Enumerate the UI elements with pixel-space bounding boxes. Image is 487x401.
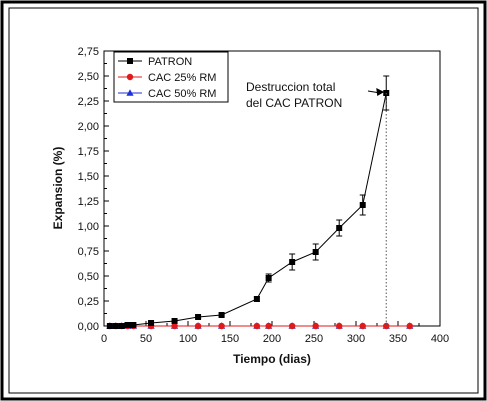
data-point [253, 296, 260, 302]
y-tick-label: 1,50 [78, 171, 99, 183]
legend-items: PATRON CAC 25% RM CAC 50% RM [118, 56, 216, 100]
data-point [406, 322, 413, 330]
annotation-text: del CAC PATRON [246, 96, 342, 110]
x-tick-label: 100 [179, 333, 197, 345]
y-tick-label: 0,75 [78, 246, 99, 258]
data-point [218, 322, 225, 330]
data-point [253, 322, 261, 330]
legend-item: PATRON [118, 56, 192, 68]
series-patron [106, 75, 390, 329]
data-point [359, 202, 366, 208]
legend-label: CAC 50% RM [148, 88, 216, 100]
y-tick-label: 0,00 [78, 321, 99, 333]
legend-marker [127, 58, 133, 64]
annotation-arrowhead [376, 88, 385, 96]
y-tick-label: 1,00 [78, 221, 99, 233]
data-point [118, 323, 125, 329]
data-point [383, 322, 390, 330]
data-point [336, 225, 343, 231]
x-tick-label: 300 [347, 333, 365, 345]
y-tick-label: 1,75 [78, 146, 99, 158]
y-tick-label: 2,25 [78, 96, 99, 108]
x-tick-label: 400 [431, 333, 449, 345]
data-point [112, 323, 119, 329]
data-point [359, 322, 366, 330]
y-tick-label: 0,25 [78, 296, 99, 308]
y-tick-label: 1,25 [78, 196, 99, 208]
data-point [265, 275, 272, 281]
y-tick-label: 2,00 [78, 121, 99, 133]
data-point [171, 318, 178, 324]
data-point [124, 322, 131, 328]
data-point [312, 322, 319, 330]
legend: PATRON CAC 25% RM CAC 50% RM [113, 51, 229, 103]
x-axis-title: Tiempo (dias) [233, 352, 311, 366]
y-tick-label: 0,50 [78, 271, 99, 283]
legend-marker [126, 89, 134, 96]
legend-label: CAC 25% RM [148, 72, 216, 84]
legend-item: CAC 25% RM [118, 72, 216, 84]
y-tick-label: 2,50 [78, 71, 99, 83]
data-point [336, 322, 343, 330]
x-axis: 0 50 100 150 200 250 300 350 400 [101, 321, 449, 345]
data-point [288, 322, 296, 330]
legend-marker [126, 73, 134, 81]
data-point [106, 323, 113, 329]
legend-label: PATRON [148, 56, 192, 68]
data-point [130, 322, 137, 328]
data-point [148, 320, 155, 326]
x-tick-label: 350 [389, 333, 407, 345]
x-tick-label: 200 [263, 333, 281, 345]
x-tick-label: 50 [140, 333, 152, 345]
data-point [265, 322, 272, 330]
annotation-text: Destruccion total [246, 80, 335, 94]
y-axis-title: Expansion (%) [51, 147, 65, 230]
data-point [195, 314, 202, 320]
data-point [171, 322, 178, 330]
data-point [194, 322, 202, 330]
inner-border [8, 7, 479, 394]
annotation: Destruccion total del CAC PATRON [246, 80, 387, 326]
x-tick-label: 150 [221, 333, 239, 345]
data-point [312, 249, 319, 255]
x-tick-label: 250 [305, 333, 323, 345]
x-tick-label: 0 [101, 333, 107, 345]
y-axis: 0,00 0,25 0,50 0,75 1,00 1,25 1,50 1,75 2,00 2,25… [78, 46, 109, 333]
data-point [218, 312, 225, 318]
series-layer [106, 75, 414, 330]
y-tick-label: 2,75 [78, 46, 99, 58]
data-point [289, 259, 296, 265]
legend-item: CAC 50% RM [118, 88, 216, 100]
